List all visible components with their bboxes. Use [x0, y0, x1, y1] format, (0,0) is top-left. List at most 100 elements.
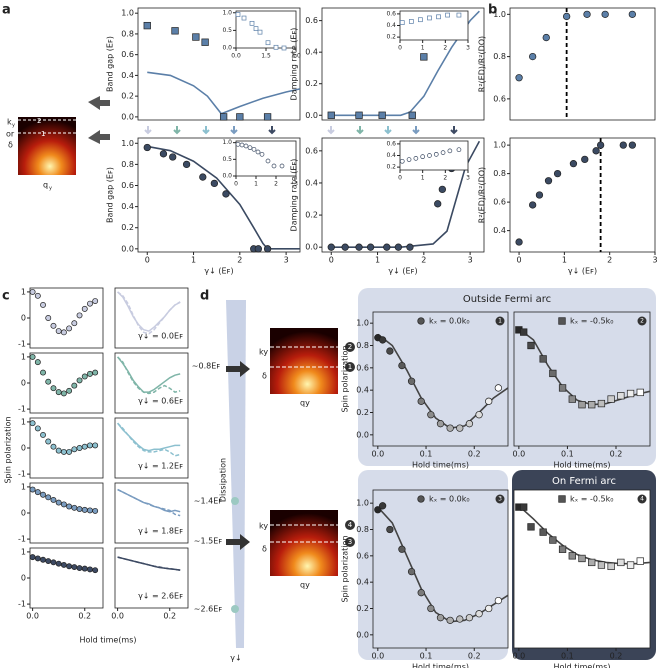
- heatmap: [270, 328, 338, 394]
- y-tick-label: 1.0: [121, 139, 134, 148]
- marker: [66, 325, 73, 332]
- marker: [398, 361, 406, 370]
- y-tick-label: 0.2: [121, 92, 134, 101]
- chart: -1 0 1: [18, 352, 104, 414]
- x-tick-label: 3: [466, 175, 470, 182]
- marker: [539, 528, 547, 536]
- marker: [29, 353, 36, 360]
- level-label: ~1.4Eꜰ: [194, 497, 222, 506]
- marker: [355, 243, 363, 251]
- plot-frame: [29, 547, 104, 609]
- y-axis-label: Band gap (Eꜰ): [106, 36, 115, 92]
- marker: [485, 604, 493, 613]
- annotation: γ↓ = 0.6Eꜰ: [138, 397, 183, 406]
- marker: [34, 425, 41, 432]
- y-tick-label: -1: [18, 535, 26, 544]
- marker: [199, 173, 207, 181]
- marker: [76, 506, 83, 513]
- x-tick-label: 0.2: [610, 652, 623, 661]
- y-tick-label: 0.8: [121, 29, 134, 38]
- x-axis-label: γ↓ (Eꜰ): [568, 267, 597, 276]
- marker: [34, 359, 41, 366]
- x-tick-label: 0: [234, 181, 238, 188]
- marker: [553, 169, 562, 178]
- x-tick-label: 0.0: [512, 450, 525, 459]
- marker: [568, 395, 576, 403]
- y-tick-label: 0: [21, 379, 26, 388]
- x-tick-label: 1: [421, 175, 425, 182]
- y-tick-label: -1: [18, 600, 26, 609]
- y-tick-label: 1: [21, 417, 26, 426]
- x-tick-label: 0.0: [371, 450, 384, 459]
- marker: [81, 506, 88, 513]
- x-axis-label: γ↓ (Eꜰ): [204, 267, 233, 276]
- marker: [249, 20, 255, 26]
- y-tick-label: 0.4: [121, 71, 134, 80]
- marker: [40, 369, 46, 376]
- marker: [87, 300, 93, 307]
- x-tick-label: 0.0: [26, 612, 39, 621]
- fit-line: [147, 145, 300, 250]
- y-tick-label: -1: [18, 405, 26, 414]
- marker: [76, 312, 83, 319]
- y-tick-label: 0.6: [386, 140, 396, 147]
- marker: [327, 111, 335, 119]
- badge-text: 4: [348, 521, 353, 529]
- x-tick-label: 0: [517, 256, 522, 265]
- panel-label: a: [2, 3, 11, 18]
- marker: [607, 562, 615, 571]
- x-tick-label: 0.0: [231, 53, 241, 60]
- marker: [50, 322, 57, 329]
- chart: 0.0 0.2 0.4 0.6 0.8 1.0 0.0 0.1 0.2 Spin polariza…: [341, 311, 509, 470]
- marker: [259, 151, 265, 157]
- marker: [71, 320, 78, 327]
- chart: 0.0 0.2 0.4 0.6 0.8 1.0 Band gap (Eꜰ): [106, 7, 301, 121]
- marker: [239, 142, 245, 148]
- marker: [235, 12, 241, 17]
- marker: [465, 420, 474, 428]
- x-tick-label: 2: [443, 175, 447, 182]
- badge-text: 1: [348, 363, 352, 371]
- badge-text: 3: [498, 496, 502, 503]
- marker: [456, 147, 462, 153]
- badge: [345, 520, 355, 530]
- marker: [45, 438, 52, 445]
- marker: [386, 525, 394, 534]
- chart: -1 0 1: [18, 417, 104, 479]
- marker: [407, 567, 416, 576]
- marker: [341, 243, 349, 251]
- annotation: γ↓ = 1.8Eꜰ: [138, 527, 183, 536]
- marker: [60, 562, 67, 568]
- marker: [45, 378, 52, 385]
- marker: [596, 141, 605, 149]
- x-tick-label: 0.2: [78, 612, 91, 621]
- y-tick-label: 1: [21, 547, 26, 556]
- x-tick-label: 3: [466, 45, 470, 52]
- plot-frame: [114, 482, 189, 544]
- map-label: qy: [300, 581, 310, 590]
- chart: 0.0 0.2 γ↓ = 2.6Eꜰ: [111, 547, 189, 621]
- marker: [45, 558, 52, 564]
- dissipation-wedge: [226, 300, 246, 648]
- series-line: [117, 488, 181, 513]
- y-tick-label: 0.2: [305, 79, 318, 88]
- y-tick-label: 0.0: [121, 244, 134, 253]
- y-tick-label: 0.6: [493, 198, 506, 207]
- badge: [637, 316, 647, 326]
- d-header: Outside Fermi arc: [463, 294, 551, 305]
- legend-label: kₓ = 0.0k₀: [429, 317, 470, 326]
- marker: [327, 243, 335, 251]
- x-tick-label: 2: [274, 181, 278, 188]
- marker: [87, 442, 93, 449]
- marker: [583, 10, 591, 18]
- cut-label: 2: [37, 117, 41, 125]
- marker: [445, 12, 450, 18]
- x-axis-label: Hold time(ms): [412, 461, 469, 470]
- arrow: [88, 96, 110, 110]
- marker: [29, 288, 36, 295]
- marker: [558, 545, 567, 553]
- marker: [60, 501, 67, 508]
- x-tick-label: 0.2: [610, 450, 623, 459]
